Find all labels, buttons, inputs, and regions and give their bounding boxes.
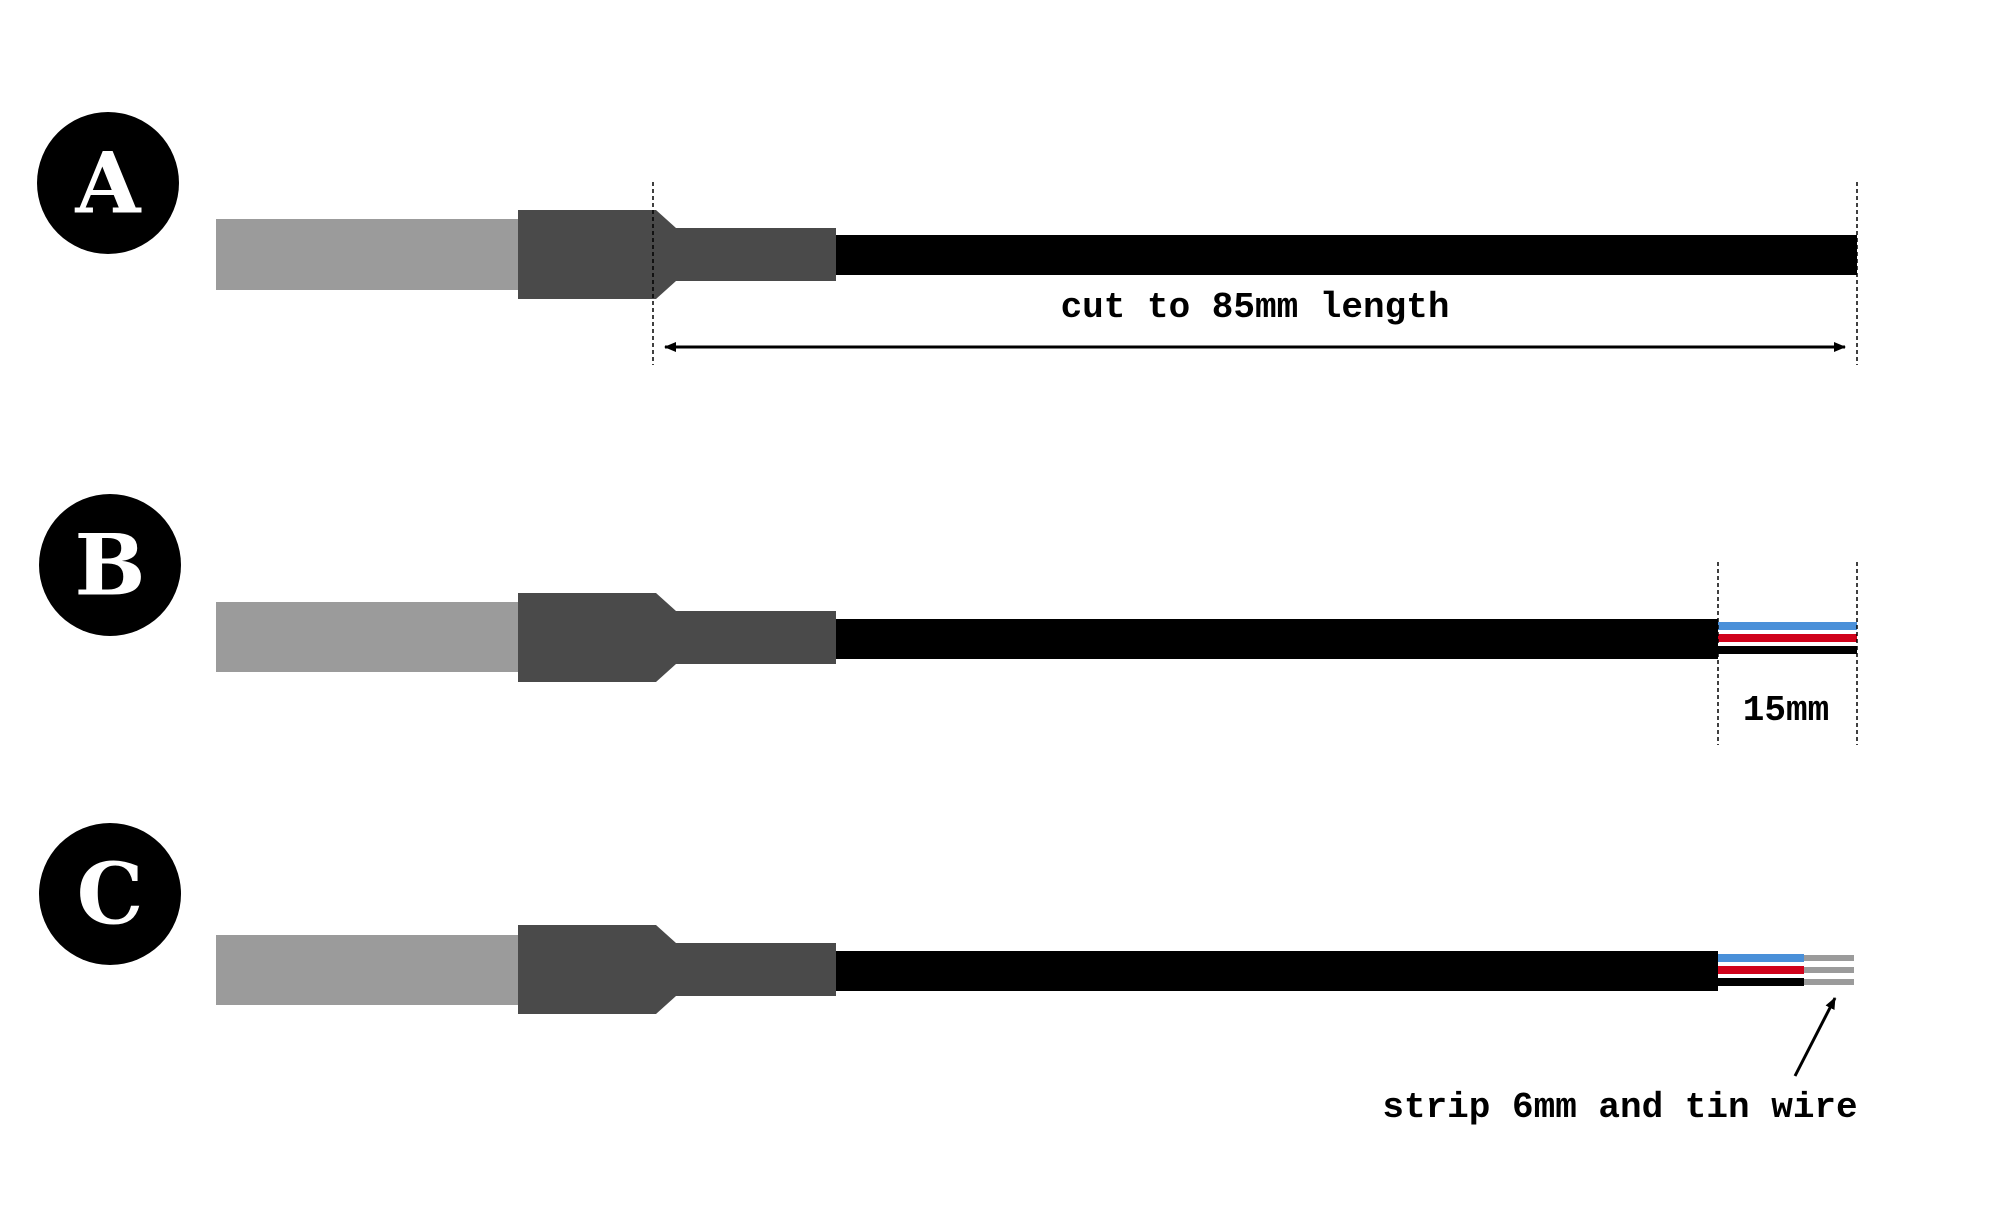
step-c: C strip 6mm and tin wire bbox=[39, 823, 1858, 1128]
probe-body bbox=[216, 935, 518, 1005]
tinned-wire bbox=[1804, 979, 1854, 985]
wire-blue bbox=[1718, 622, 1857, 630]
step-letter-c: C bbox=[77, 845, 144, 944]
step-b: B 15mm bbox=[39, 494, 1858, 745]
tinned-wire bbox=[1804, 967, 1854, 973]
ferrule bbox=[518, 593, 836, 682]
step-badge-a bbox=[37, 112, 179, 254]
strip-length-label: 15mm bbox=[1743, 690, 1829, 731]
step-badge-b bbox=[39, 494, 181, 636]
probe-body bbox=[216, 219, 518, 290]
cable-jacket bbox=[836, 235, 1857, 275]
ferrule bbox=[518, 210, 836, 299]
cable-jacket bbox=[836, 619, 1718, 659]
step-badge-c bbox=[39, 823, 181, 965]
step-a: A cut to 85mm length bbox=[37, 112, 1858, 365]
step-letter-b: B bbox=[75, 516, 146, 615]
cut-length-label: cut to 85mm length bbox=[1061, 287, 1450, 328]
tinned-wire bbox=[1804, 955, 1854, 961]
step-letter-a: A bbox=[74, 134, 142, 233]
wire-black bbox=[1718, 646, 1857, 654]
cable-jacket bbox=[836, 951, 1718, 991]
wire-red bbox=[1718, 966, 1804, 974]
ferrule bbox=[518, 925, 836, 1014]
pointer-arrow bbox=[1793, 997, 1837, 1077]
strip-tin-label: strip 6mm and tin wire bbox=[1382, 1087, 1857, 1128]
wire-red bbox=[1718, 634, 1857, 642]
wire-black bbox=[1718, 978, 1804, 986]
probe-body bbox=[216, 602, 518, 672]
wire-blue bbox=[1718, 954, 1804, 962]
